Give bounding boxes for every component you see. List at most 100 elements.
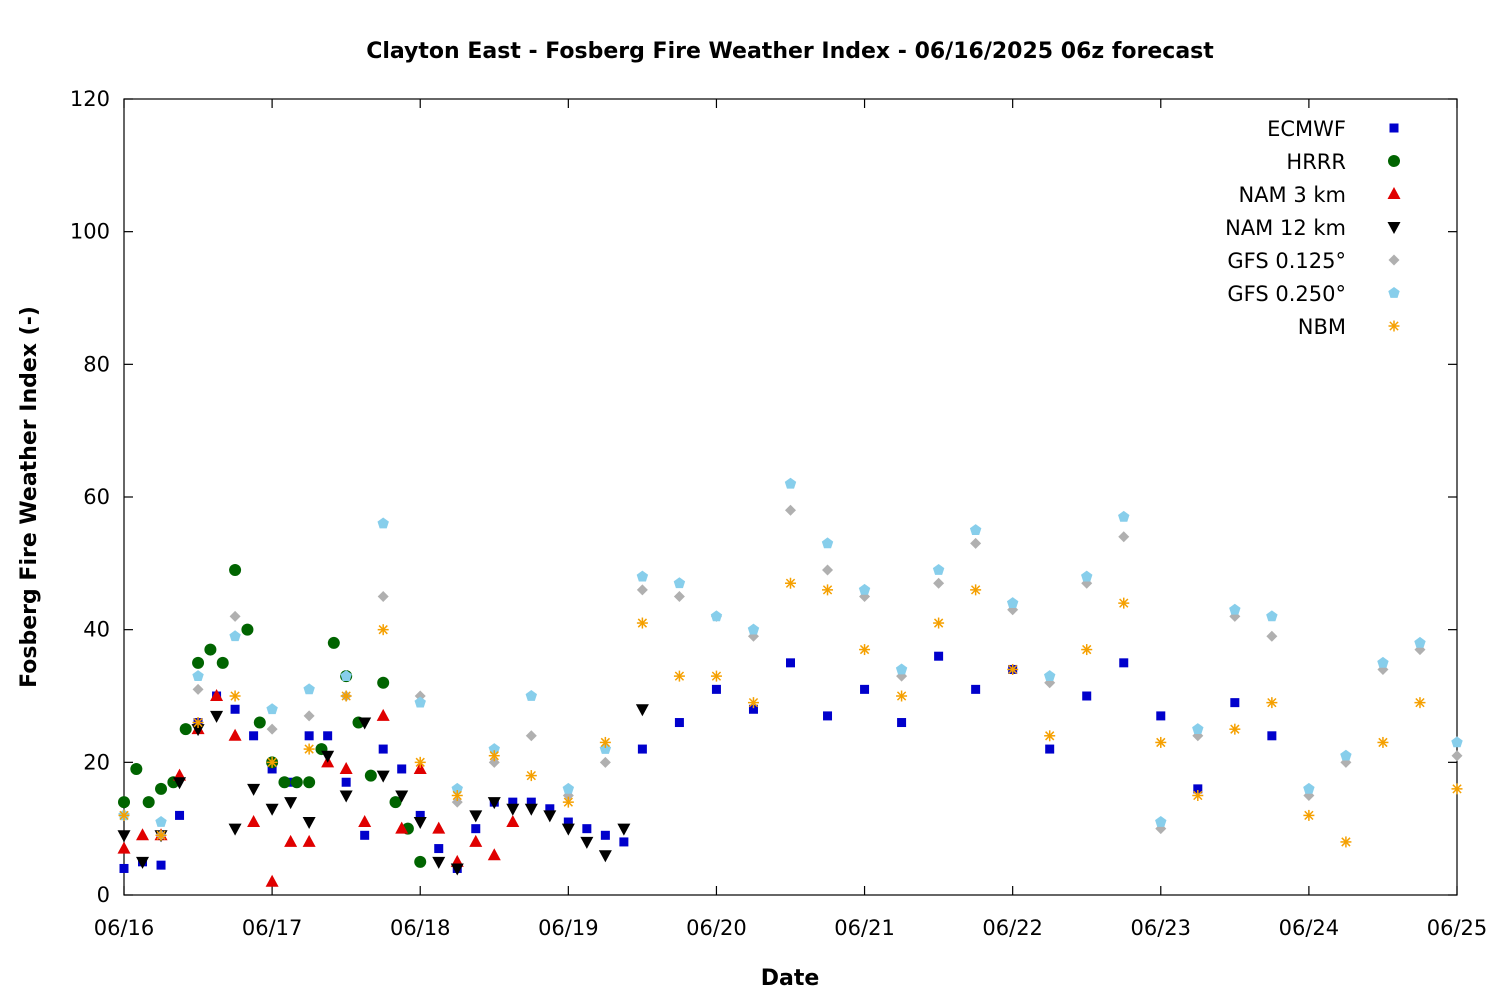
data-point [414,696,426,708]
data-point [785,577,796,589]
data-point [525,690,538,701]
data-point [858,583,871,595]
data-point [525,730,537,742]
data-point [302,834,316,847]
data-point [1118,597,1130,609]
data-point [192,683,204,695]
data-point [278,776,291,789]
data-point [524,803,538,816]
data-point [673,591,685,602]
x-tick-label: 06/20 [686,916,747,940]
data-point [395,790,409,803]
x-tick-label: 06/18 [390,916,451,940]
data-point [327,636,340,649]
x-axis-label: Date [761,966,820,991]
data-point [286,777,296,787]
data-point [175,810,185,820]
data-marks [117,477,1463,887]
x-tick-label: 06/21 [834,916,895,940]
series-6 [118,577,1463,848]
data-point [130,762,143,775]
data-point [1266,630,1278,642]
data-point [619,837,629,847]
data-point [323,731,333,741]
data-point [249,731,259,741]
data-point [192,656,205,669]
chart-title: Clayton East - Fosberg Fire Weather Inde… [366,39,1214,64]
x-tick-label: 06/19 [538,916,599,940]
data-point [1340,749,1352,761]
data-point [339,761,353,774]
data-point [142,796,155,809]
data-point [525,770,537,782]
data-point [582,824,592,834]
legend-marker [1387,187,1401,199]
data-point [506,803,520,816]
legend-marker [1389,123,1399,133]
data-point [598,850,612,863]
data-point [395,821,409,834]
data-point [1230,698,1240,708]
data-point [487,848,501,861]
data-point [1303,782,1315,794]
data-point [1266,610,1278,622]
data-point [786,658,795,668]
data-point [434,844,444,854]
data-point [156,860,166,870]
series-5 [118,477,1463,827]
data-point [229,630,241,642]
data-point [822,564,834,576]
data-point [784,477,797,489]
data-point [265,803,279,816]
data-point [1377,656,1389,668]
series-2 [117,689,520,887]
data-point [284,797,298,810]
data-point [969,524,982,536]
data-point [932,563,945,575]
x-tick-label: 06/25 [1427,916,1488,940]
data-point [896,690,908,702]
data-point [216,656,229,669]
data-point [1267,731,1277,741]
data-point [563,817,573,827]
data-point [360,830,370,840]
data-point [413,817,427,830]
y-axis-label: Fosberg Fire Weather Index (-) [17,306,42,688]
data-point [1081,644,1093,656]
legend-label: ECMWF [1267,117,1346,141]
data-point [674,718,684,728]
data-point [1303,809,1315,821]
data-point [266,723,278,735]
data-point [1044,730,1056,742]
legend-label: GFS 0.125° [1227,249,1346,273]
data-point [117,830,131,843]
data-point [304,731,314,741]
y-tick-label: 20 [83,750,110,774]
data-point [432,856,446,869]
data-point [228,728,242,741]
data-point [191,724,205,737]
data-point [451,782,463,794]
data-point [1082,691,1092,701]
data-point [1229,723,1241,735]
data-point [747,623,760,635]
data-point [1193,784,1203,794]
data-point [471,824,481,834]
data-point [1118,531,1130,543]
data-point [487,797,501,810]
data-point [1118,510,1130,522]
data-point [210,710,224,723]
data-point [204,643,217,656]
data-point [118,809,130,821]
data-point [1340,836,1352,848]
data-point [637,744,647,754]
data-point [508,797,518,807]
legend-marker [1388,287,1400,298]
data-point [1414,636,1426,648]
data-point [488,743,500,754]
data-point [934,651,944,661]
data-point [378,744,388,754]
data-point [451,790,463,801]
data-point [302,817,316,830]
